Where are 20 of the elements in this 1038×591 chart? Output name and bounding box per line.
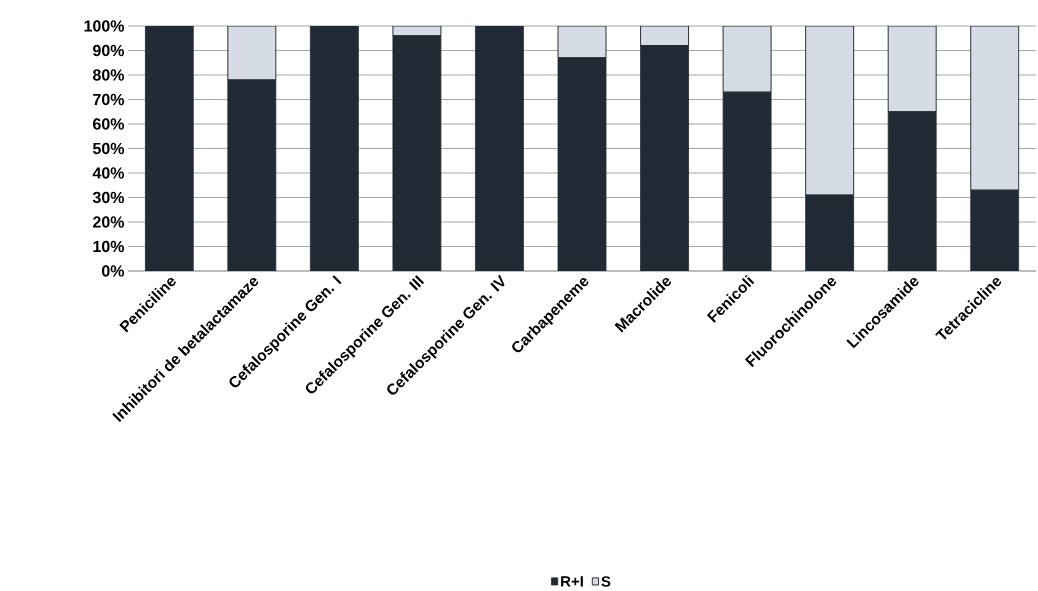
y-tick-label: 100%: [84, 20, 125, 32]
bar: [227, 25, 277, 81]
bar: [887, 25, 937, 113]
bar: [557, 25, 607, 59]
y-tick-label: 50%: [92, 142, 125, 155]
y-tick-label: 40%: [92, 167, 125, 179]
y-tick-label: 30%: [92, 191, 125, 204]
bar: [805, 25, 855, 196]
bar: [722, 25, 772, 93]
legend-label: S: [601, 576, 611, 587]
legend-label: R+I: [561, 576, 583, 587]
y-tick-label: 0%: [101, 265, 125, 277]
y-tick-label: 60%: [93, 118, 125, 130]
y-tick-label: 80%: [92, 69, 125, 81]
y-tick-label: 70%: [93, 93, 125, 106]
bar: [970, 25, 1020, 191]
y-tick-label: 20%: [93, 216, 125, 228]
y-tick-label: 90%: [93, 44, 125, 57]
bar: [640, 25, 689, 46]
y-tick-label: 10%: [93, 240, 125, 253]
